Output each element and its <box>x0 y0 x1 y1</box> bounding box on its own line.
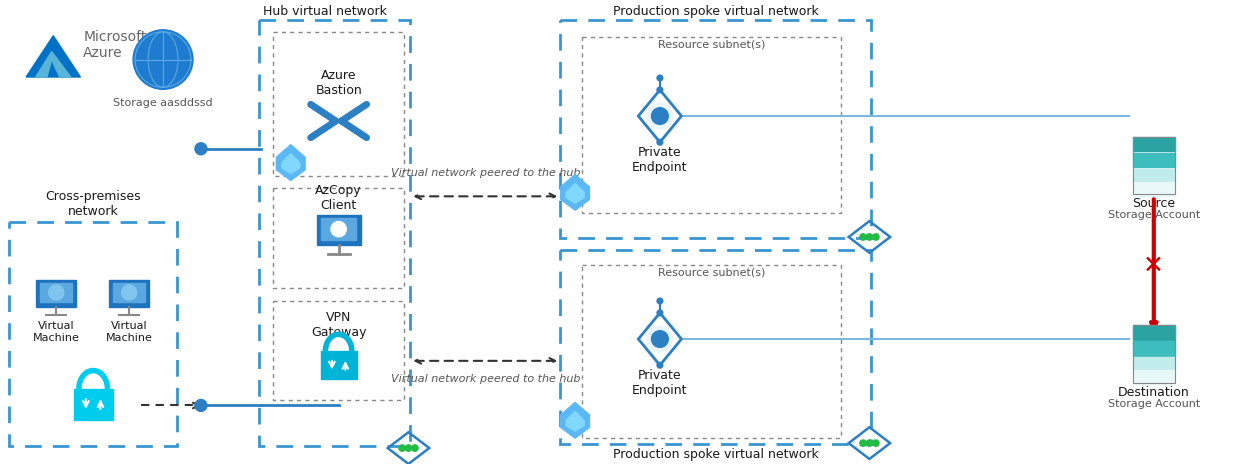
Circle shape <box>195 399 206 411</box>
Polygon shape <box>36 52 70 77</box>
Circle shape <box>873 440 879 446</box>
Bar <box>1133 357 1174 372</box>
Text: Virtual network peered to the hub: Virtual network peered to the hub <box>391 374 580 384</box>
Circle shape <box>658 363 662 368</box>
Bar <box>36 280 77 308</box>
Polygon shape <box>26 36 80 77</box>
Circle shape <box>648 327 672 351</box>
Text: Production spoke virtual network: Production spoke virtual network <box>613 5 818 18</box>
Circle shape <box>860 234 866 240</box>
Bar <box>1133 137 1174 194</box>
Bar <box>1133 370 1174 384</box>
Polygon shape <box>277 145 305 180</box>
Bar <box>273 32 404 176</box>
Circle shape <box>195 143 206 155</box>
Text: Azure
Bastion: Azure Bastion <box>315 69 362 97</box>
Circle shape <box>658 87 662 93</box>
Circle shape <box>651 108 669 124</box>
Bar <box>560 20 871 238</box>
Bar <box>273 188 404 288</box>
Text: Production spoke virtual network: Production spoke virtual network <box>613 448 818 461</box>
Text: Virtual
Machine: Virtual Machine <box>33 321 79 343</box>
Text: Resource subnet(s): Resource subnet(s) <box>658 40 765 50</box>
Text: Microsoft
Azure: Microsoft Azure <box>83 30 147 60</box>
Circle shape <box>658 310 662 316</box>
Bar <box>1133 325 1174 340</box>
Circle shape <box>48 285 64 300</box>
Circle shape <box>866 234 873 240</box>
Bar <box>109 280 150 308</box>
Text: Storage aasddssd: Storage aasddssd <box>114 98 213 108</box>
Bar <box>114 282 145 302</box>
Bar <box>258 20 410 446</box>
Circle shape <box>658 75 662 81</box>
Bar <box>321 218 356 240</box>
Text: Destination: Destination <box>1117 386 1190 398</box>
Bar <box>1133 153 1174 167</box>
Circle shape <box>658 298 662 304</box>
Text: Hub virtual network: Hub virtual network <box>263 5 387 18</box>
Bar <box>320 351 357 379</box>
Polygon shape <box>561 403 590 438</box>
Text: VPN
Gateway: VPN Gateway <box>311 311 366 339</box>
Circle shape <box>873 234 879 240</box>
Text: Virtual
Machine: Virtual Machine <box>105 321 152 343</box>
Polygon shape <box>566 184 585 203</box>
Bar <box>582 37 842 213</box>
Circle shape <box>651 331 669 347</box>
Circle shape <box>648 103 672 129</box>
Circle shape <box>860 440 866 446</box>
Bar <box>273 302 404 400</box>
Polygon shape <box>282 154 299 173</box>
Circle shape <box>866 440 873 446</box>
Text: AzCopy
Client: AzCopy Client <box>315 184 362 212</box>
Text: Cross-premises
network: Cross-premises network <box>46 190 141 218</box>
Polygon shape <box>566 411 585 431</box>
Text: Resource subnet(s): Resource subnet(s) <box>658 267 765 278</box>
Bar <box>560 250 871 444</box>
Bar <box>1133 169 1174 184</box>
Bar <box>41 282 72 302</box>
Bar <box>74 389 112 419</box>
Circle shape <box>399 445 405 451</box>
Text: Virtual network peered to the hub: Virtual network peered to the hub <box>391 169 580 178</box>
Circle shape <box>133 30 193 89</box>
Circle shape <box>412 445 418 451</box>
Text: Storage Account: Storage Account <box>1107 398 1200 409</box>
Text: ✕: ✕ <box>1143 254 1164 278</box>
Circle shape <box>658 139 662 145</box>
Text: Source: Source <box>1132 197 1175 210</box>
Circle shape <box>331 221 346 237</box>
Bar <box>10 222 177 446</box>
Bar <box>1133 182 1174 196</box>
Circle shape <box>405 445 412 451</box>
Polygon shape <box>561 175 590 210</box>
Bar <box>582 265 842 438</box>
Bar <box>1133 341 1174 356</box>
Text: Storage Account: Storage Account <box>1107 210 1200 220</box>
Text: DNS: DNS <box>148 47 178 60</box>
Text: Private
Endpoint: Private Endpoint <box>632 146 687 174</box>
Bar <box>1133 325 1174 383</box>
Text: Private
Endpoint: Private Endpoint <box>632 369 687 397</box>
Circle shape <box>121 285 137 300</box>
Bar <box>1133 137 1174 151</box>
Bar <box>316 215 361 246</box>
